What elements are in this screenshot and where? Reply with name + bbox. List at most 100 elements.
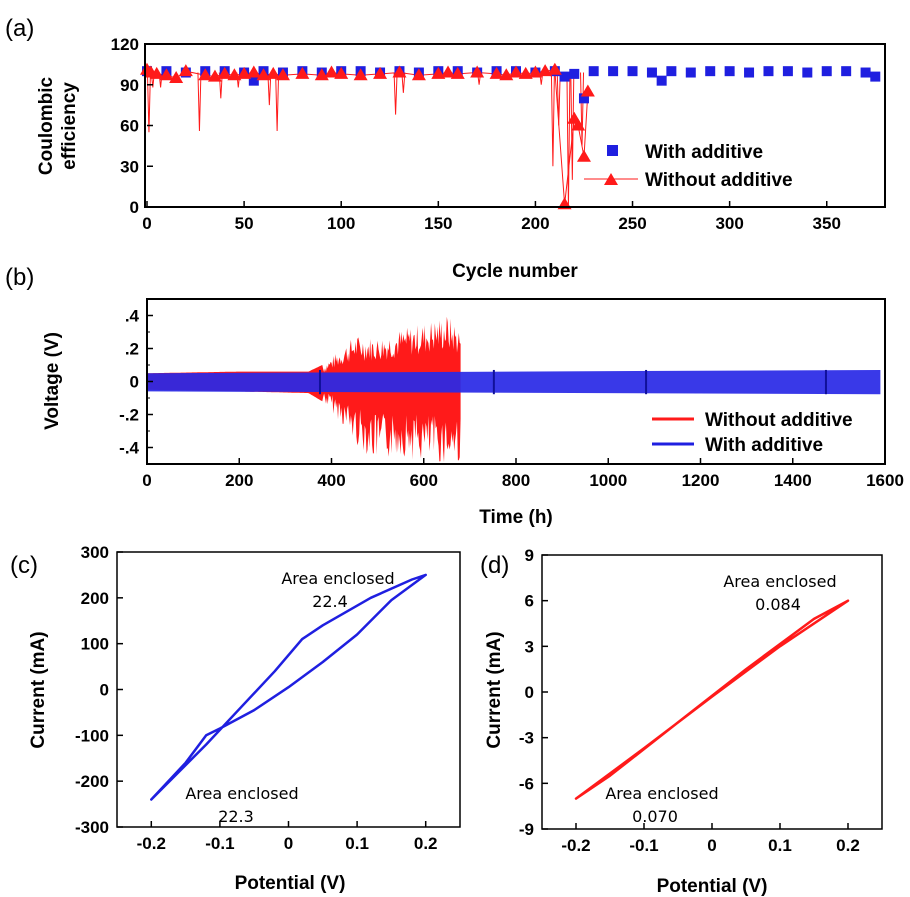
b-x-tick-label: 1000 [589, 471, 627, 490]
a-without-additive-point [149, 66, 164, 79]
a-without-additive-point [295, 66, 310, 79]
a-without-additive-point [470, 65, 485, 78]
a-without-additive-spike [566, 72, 571, 208]
a-y-tick-label: 60 [120, 117, 139, 136]
a-with-additive-point [841, 66, 852, 77]
d-annotation-lower-value: 0.070 [632, 807, 678, 826]
a-without-additive-point [217, 66, 232, 79]
a-without-additive-spike [550, 72, 555, 167]
a-without-additive-spike [393, 72, 398, 115]
a-without-additive-point [392, 65, 407, 78]
a-with-additive-point [248, 75, 259, 86]
b-series-with-additive [147, 369, 881, 395]
a-x-axis-title: Cycle number [452, 261, 578, 282]
a-x-tick-label: 50 [235, 214, 254, 233]
a-with-additive-point [870, 71, 881, 82]
d-x-axis-title: Potential (V) [657, 876, 768, 897]
a-without-additive-point [227, 68, 242, 81]
panel-d-letter: (d) [480, 552, 509, 579]
a-with-additive-point [782, 66, 793, 77]
a-with-additive-point [627, 66, 638, 77]
c-x-tick-label: -0.1 [205, 834, 234, 853]
a-with-additive-point [588, 66, 599, 77]
c-x-axis-title: Potential (V) [235, 873, 346, 894]
c-y-tick-label: -200 [75, 772, 109, 791]
a-marker-layer [140, 62, 881, 210]
a-with-additive-point [821, 66, 832, 77]
a-without-additive-point [489, 66, 504, 79]
d-y-axis-title: Current (mA) [484, 631, 505, 748]
a-without-additive-point [441, 65, 456, 78]
panel-b: (b) 0 200 400 600 800 1000 1200 1400 1600-.4-.20… [5, 264, 904, 528]
a-without-additive-spike [401, 72, 406, 93]
a-without-additive-point [334, 66, 349, 79]
c-annotation-upper-value: 22.4 [312, 592, 348, 611]
a-with-additive-point [608, 66, 619, 77]
a-without-additive-spike [197, 72, 202, 131]
c-x-tick-label: 0.1 [345, 834, 369, 853]
c-y-tick-label: -100 [75, 726, 109, 745]
d-y-tick-label: -6 [519, 774, 534, 793]
a-y-axis-title-line2: efficiency [59, 82, 80, 170]
a-y-tick-label: 120 [111, 35, 139, 54]
c-x-tick-label: 0 [284, 834, 293, 853]
d-x-tick-label: -0.2 [561, 836, 590, 855]
b-x-tick-label: 600 [410, 471, 438, 490]
a-without-additive-point [509, 65, 523, 78]
d-y-tick-label: 6 [525, 592, 534, 611]
a-with-additive-point [685, 67, 696, 78]
a-legend-label-without: Without additive [645, 170, 793, 191]
a-x-tick-label: 250 [618, 214, 646, 233]
a-spike-layer [146, 69, 589, 208]
c-y-tick-label: -300 [75, 818, 109, 837]
d-y-tick-label: 3 [525, 637, 534, 656]
a-legend-label-with: With additive [645, 142, 763, 163]
a-with-additive-point [744, 67, 755, 78]
b-y-tick-label: -.4 [119, 439, 139, 458]
d-x-tick-label: -0.1 [629, 836, 658, 855]
b-y-tick-label: 0 [130, 373, 139, 392]
a-x-tick-label: 100 [327, 214, 355, 233]
panel-b-letter: (b) [5, 264, 34, 291]
a-without-additive-spike [267, 72, 272, 106]
c-y-tick-label: 300 [81, 543, 109, 562]
a-without-additive-point [528, 65, 543, 78]
a-without-additive-point [580, 84, 595, 97]
a-without-additive-spike [275, 72, 280, 131]
panel-c-letter: (c) [10, 552, 38, 579]
c-y-tick-label: 200 [81, 589, 109, 608]
b-with-additive-markers [318, 369, 827, 395]
b-x-tick-label: 1400 [774, 471, 812, 490]
a-without-additive-point [246, 65, 261, 78]
a-without-additive-point [266, 66, 281, 79]
b-x-tick-label: 200 [225, 471, 253, 490]
a-y-tick-label: 90 [120, 76, 139, 95]
a-without-additive-line [146, 69, 589, 205]
d-axes: -0.2 -0.1 0 0.1 0.2 -9 -6 -3 0 3 6 9 [519, 546, 860, 855]
a-y-axis-title-line1: Coulombic [36, 76, 57, 175]
a-without-additive-point [198, 68, 213, 81]
panel-c: (c) -0.2 -0.1 0 0.1 0.2 -300 -200 -100 0 100 200 30… [10, 543, 461, 894]
a-with-additive-point [763, 66, 774, 77]
a-y-tick-label: 30 [120, 157, 139, 176]
a-without-additive-point [411, 68, 426, 81]
a-with-additive-point [578, 93, 589, 104]
a-without-additive-point [237, 66, 252, 79]
a-legend: With additive Without additive [584, 142, 793, 191]
a-without-additive-point [547, 62, 562, 75]
b-x-axis-title: Time (h) [479, 507, 553, 528]
a-without-additive-point [324, 65, 339, 78]
a-without-additive-point [431, 66, 446, 79]
a-with-additive-point [559, 71, 570, 82]
a-without-additive-point [518, 66, 533, 79]
a-with-additive-point [656, 75, 667, 86]
d-y-tick-label: -3 [519, 729, 534, 748]
a-plot-frame [144, 43, 886, 208]
c-annotation-lower-value: 22.3 [218, 807, 254, 826]
a-with-additive-point [646, 67, 657, 78]
a-with-additive-point [724, 66, 735, 77]
c-annotation-upper-label: Area enclosed [281, 569, 394, 588]
a-with-additive-point [860, 67, 871, 78]
a-without-additive-point [256, 68, 271, 81]
a-x-tick-label: 300 [715, 214, 743, 233]
